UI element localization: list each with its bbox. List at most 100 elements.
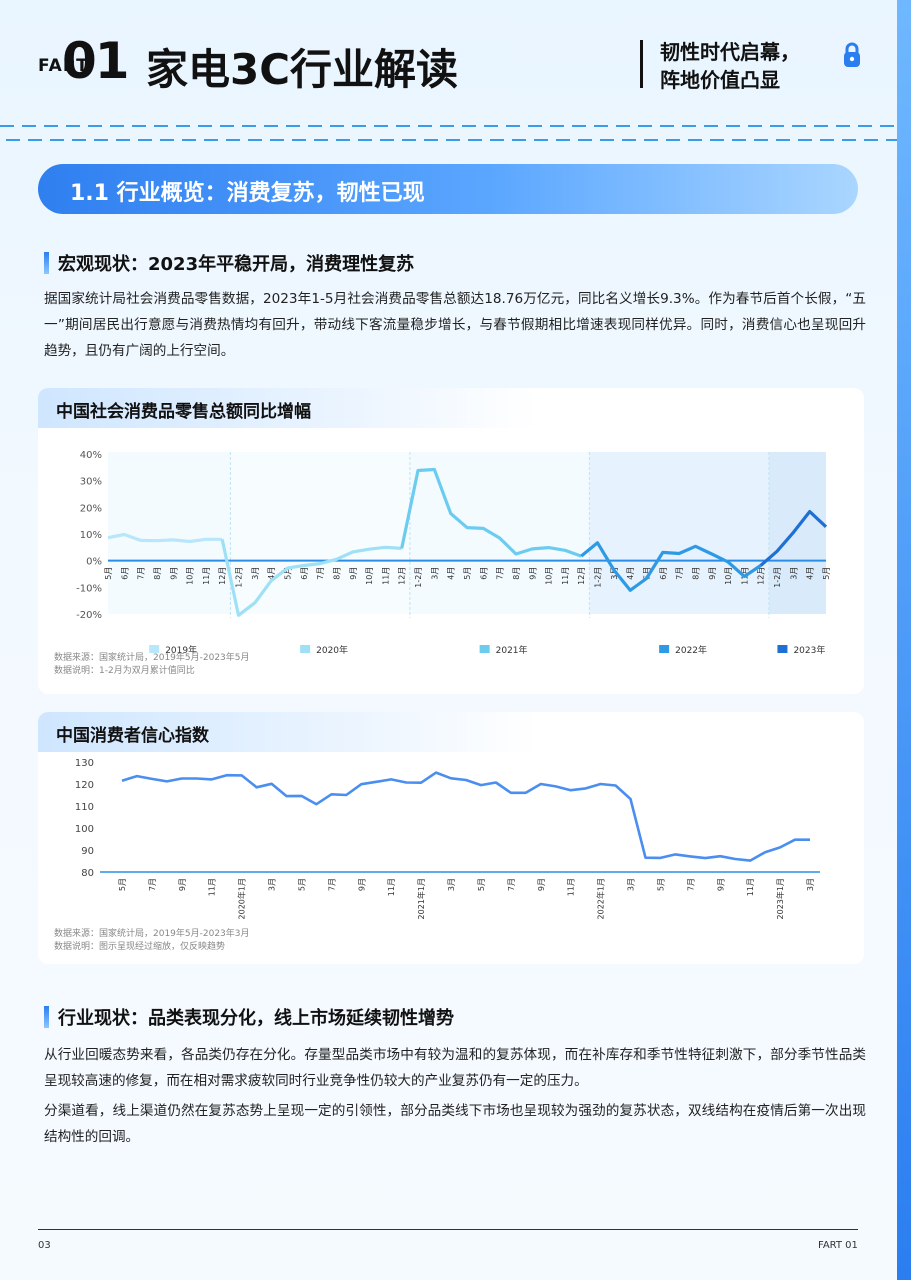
decorative-dashes xyxy=(0,125,897,141)
x-tick-label: 10月 xyxy=(724,567,733,585)
x-tick-label: 8月 xyxy=(332,567,341,580)
y-tick-label: 10% xyxy=(80,530,102,541)
legend-swatch-2022年 xyxy=(659,645,670,653)
legend-label-2023年: 2023年 xyxy=(793,644,825,656)
series-line-2021年 xyxy=(400,467,582,558)
retail-chart-title: 中国社会消费品零售总额同比增幅 xyxy=(56,402,311,422)
x-tick-label: 3月 xyxy=(610,567,619,580)
x-tick-label: 5月 xyxy=(463,567,472,580)
x-tick-label: 10月 xyxy=(186,567,195,585)
year-region-2020年 xyxy=(230,452,410,614)
legend-label-2021年: 2021年 xyxy=(496,644,528,656)
confidence-source-line1: 数据来源：国家统计局，2019年5月-2023年3月 xyxy=(54,929,250,939)
right-edge-bar xyxy=(897,0,911,1280)
y-tick-label: -10% xyxy=(76,583,102,594)
x-tick-label: 3月 xyxy=(806,878,815,891)
year-region-2022年 xyxy=(589,452,769,614)
x-tick-label: 9月 xyxy=(708,567,717,580)
header-subtitle: 韧性时代启幕， 阵地价值凸显 xyxy=(660,38,800,94)
x-tick-label: 4月 xyxy=(447,567,456,580)
series-line-2020年 xyxy=(220,538,402,617)
x-tick-label: 1-2月 xyxy=(414,567,423,588)
footer-line xyxy=(38,1229,858,1230)
page-title: 家电3C行业解读 xyxy=(146,45,459,94)
x-tick-label: 5月 xyxy=(284,567,293,580)
series-line-2019年 xyxy=(107,532,223,544)
x-tick-label: 5月 xyxy=(822,567,831,580)
x-tick-label: 7月 xyxy=(137,567,146,580)
x-tick-label: 3月 xyxy=(789,567,798,580)
confidence-source-line2: 数据说明：图示呈现经过缩放，仅反映趋势 xyxy=(54,942,226,952)
retail-chart-title-bar: 中国社会消费品零售总额同比增幅 xyxy=(38,388,538,428)
x-tick-label: 1-2月 xyxy=(773,567,782,588)
x-tick-label: 9月 xyxy=(349,567,358,580)
series-line-2022年 xyxy=(580,541,762,592)
y-tick-label: 40% xyxy=(80,450,102,461)
x-tick-label: 6月 xyxy=(479,567,488,580)
macro-paragraph: 据国家统计局社会消费品零售数据，2023年1-5月社会消费品零售总额达18.76… xyxy=(44,291,866,359)
footer-part-label: FART 01 xyxy=(818,1240,858,1251)
industry-paragraph-2: 分渠道看，线上渠道仍然在复苏态势上呈现一定的引领性，部分品类线下市场也呈现较为强… xyxy=(44,1103,866,1145)
confidence-index-line xyxy=(121,771,810,862)
y-tick-label: 110 xyxy=(75,802,94,813)
retail-chart-card: 中国社会消费品零售总额同比增幅 40% 30% 20% 10% 0% -10% -20% 5月… xyxy=(38,388,864,694)
legend-label-2019年: 2019年 xyxy=(165,644,197,656)
year-region-2021年 xyxy=(409,452,590,614)
x-tick-label: 8月 xyxy=(512,567,521,580)
legend-label-2020年: 2020年 xyxy=(316,644,348,656)
x-tick-label: 9月 xyxy=(716,878,725,891)
retail-source-line1: 数据来源：国家统计局，2019年5月-2023年5月 xyxy=(54,653,250,663)
year-region-2019年 xyxy=(108,452,231,614)
y-tick-label: 100 xyxy=(75,824,94,835)
industry-paragraph-1: 从行业回暖态势来看，各品类仍存在分化。存量型品类市场中有较为温和的复苏体现，而在… xyxy=(44,1047,866,1089)
x-tick-label: 11月 xyxy=(561,567,570,585)
y-tick-label: 80 xyxy=(81,868,94,879)
x-tick-label: 9月 xyxy=(178,878,187,891)
x-tick-label: 6月 xyxy=(300,567,309,580)
x-tick-label: 5月 xyxy=(297,878,306,891)
x-tick-label: 2023年1月 xyxy=(775,878,785,919)
y-tick-label: 30% xyxy=(80,477,102,488)
x-tick-label: 12月 xyxy=(398,567,407,585)
retail-source-line2: 数据说明：1-2月为双月累计值同比 xyxy=(54,666,195,676)
x-tick-label: 3月 xyxy=(251,567,260,580)
x-tick-label: 7月 xyxy=(148,878,157,891)
y-tick-label: 20% xyxy=(80,503,102,514)
x-tick-label: 9月 xyxy=(528,567,537,580)
x-tick-label: 10月 xyxy=(545,567,554,585)
x-tick-label: 8月 xyxy=(153,567,162,580)
confidence-chart-title-bar: 中国消费者信心指数 xyxy=(38,712,538,752)
consumer-confidence-chart: 130 120 110 100 90 80 5月 7月 9月 11月 2020年1月 3月 5月 7月 9月… xyxy=(75,758,820,919)
x-tick-label: 11月 xyxy=(746,878,755,896)
confidence-chart-source: 数据来源：国家统计局，2019年5月-2023年3月 数据说明：图示呈现经过缩放… xyxy=(54,928,250,954)
section-banner: 1.1 行业概览：消费复苏，韧性已现 xyxy=(38,164,858,214)
x-tick-label: 9月 xyxy=(537,878,546,891)
x-tick-label: 5月 xyxy=(643,567,652,580)
header-subtitle-line2: 阵地价值凸显 xyxy=(660,68,780,92)
year-region-2023年 xyxy=(768,452,826,614)
x-tick-label: 8月 xyxy=(691,567,700,580)
x-tick-label: 2020年1月 xyxy=(237,878,247,919)
x-tick-label: 7月 xyxy=(686,878,695,891)
industry-heading: 行业现状：品类表现分化，线上市场延续韧性增势 xyxy=(44,1004,454,1030)
part-label: FART xyxy=(38,56,89,76)
y-tick-label: 130 xyxy=(75,758,94,769)
x-tick-label: 12月 xyxy=(757,567,766,585)
x-tick-label: 7月 xyxy=(316,567,325,580)
legend-swatch-2021年 xyxy=(479,645,490,653)
x-tick-label: 6月 xyxy=(659,567,668,580)
x-tick-label: 1-2月 xyxy=(235,567,244,588)
legend-swatch-2020年 xyxy=(300,645,311,653)
x-tick-label: 4月 xyxy=(267,567,276,580)
x-tick-label: 3月 xyxy=(627,878,636,891)
y-tick-label: 90 xyxy=(81,846,94,857)
x-tick-label: 6月 xyxy=(120,567,129,580)
y-tick-label: -20% xyxy=(76,610,102,621)
x-tick-label: 5月 xyxy=(104,567,113,580)
x-tick-label: 5月 xyxy=(477,878,486,891)
x-tick-label: 7月 xyxy=(675,567,684,580)
x-tick-label: 9月 xyxy=(169,567,178,580)
legend-swatch-2019年 xyxy=(149,645,160,653)
part-number: 01 xyxy=(62,32,130,90)
header-divider xyxy=(640,40,643,88)
